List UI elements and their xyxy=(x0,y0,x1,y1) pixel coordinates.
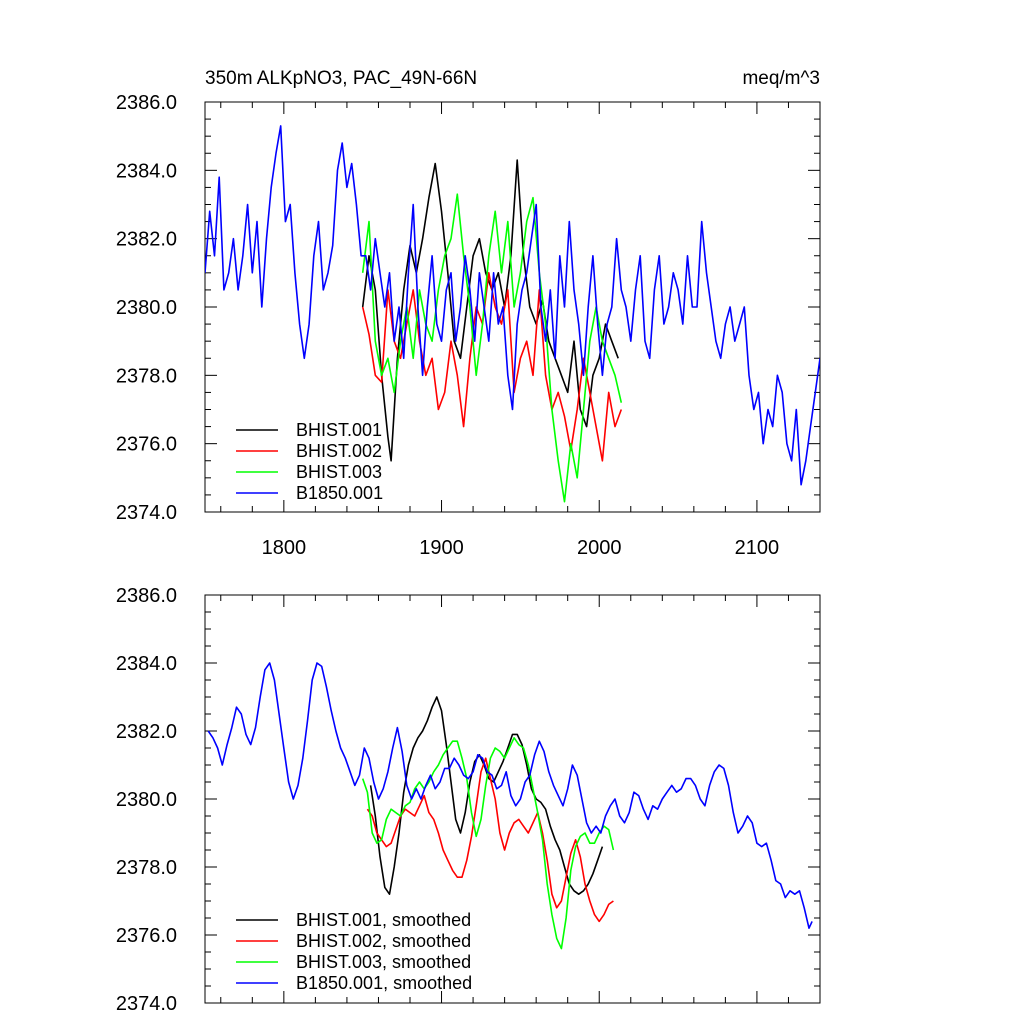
legend-label: BHIST.002 xyxy=(296,441,382,461)
y-tick-label: 2378.0 xyxy=(116,365,177,387)
series-line-3 xyxy=(361,193,623,503)
series-line-4 xyxy=(205,125,820,486)
top-panel: 350m ALKpNO3, PAC_49N-66N meq/m^3 1800 1900… xyxy=(116,68,821,559)
y-tick-label: 2380.0 xyxy=(116,789,177,811)
y-tick-label: 2386.0 xyxy=(116,585,177,607)
x-tick-label: 1900 xyxy=(419,537,464,559)
series-line-2 xyxy=(366,757,614,923)
x-tick-label: 2100 xyxy=(735,537,780,559)
legend-label: B1850.001, smoothed xyxy=(296,973,472,993)
y-tick-label: 2376.0 xyxy=(116,434,177,456)
y-tick-label: 2384.0 xyxy=(116,160,177,182)
legend-label: BHIST.001, smoothed xyxy=(296,910,471,930)
bottom-panel: 2374.0 2376.0 2378.0 2380.0 2382.0 2384.0 2386… xyxy=(116,585,821,1015)
legend-label: B1850.001 xyxy=(296,483,383,503)
units-label: meq/m^3 xyxy=(742,68,820,89)
y-tick-label: 2374.0 xyxy=(116,502,177,524)
x-tick-label: 2000 xyxy=(577,537,622,559)
series-line-4 xyxy=(207,662,813,930)
y-tick-label: 2376.0 xyxy=(116,925,177,947)
series-line-1 xyxy=(361,159,619,462)
legend-label: BHIST.001 xyxy=(296,420,382,440)
y-tick-label: 2386.0 xyxy=(116,92,177,114)
legend-label: BHIST.003, smoothed xyxy=(296,952,471,972)
y-tick-label: 2382.0 xyxy=(116,721,177,743)
y-tick-label: 2378.0 xyxy=(116,857,177,879)
y-tick-label: 2374.0 xyxy=(116,993,177,1015)
legend-label: BHIST.003 xyxy=(296,462,382,482)
legend-label: BHIST.002, smoothed xyxy=(296,931,471,951)
y-tick-label: 2382.0 xyxy=(116,229,177,251)
x-tick-label: 1800 xyxy=(262,537,307,559)
series-line-1 xyxy=(369,696,604,896)
y-tick-label: 2384.0 xyxy=(116,653,177,675)
chart-title: 350m ALKpNO3, PAC_49N-66N xyxy=(205,68,477,89)
y-tick-label: 2380.0 xyxy=(116,297,177,319)
